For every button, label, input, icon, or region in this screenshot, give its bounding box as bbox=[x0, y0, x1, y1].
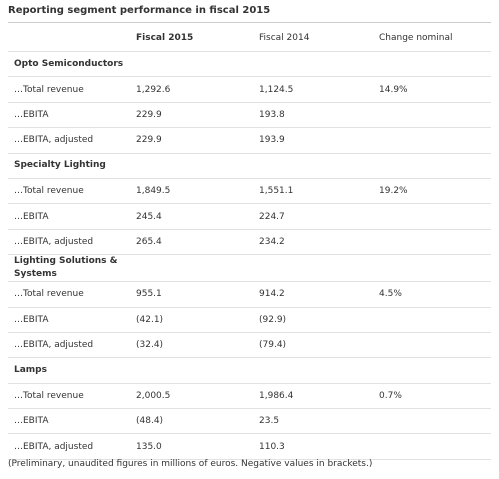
section-row: Opto Semiconductors bbox=[8, 51, 491, 78]
section-row: Specialty Lighting bbox=[8, 153, 491, 179]
data-row: …EBITA, adjusted 229.9 193.9 bbox=[8, 127, 491, 154]
value-cell: 193.9 bbox=[253, 127, 373, 154]
value-cell: 265.4 bbox=[130, 229, 253, 256]
data-row: …Total revenue 1,849.5 1,551.1 19.2% bbox=[8, 178, 491, 205]
empty-cell bbox=[373, 51, 491, 78]
section-row: Lamps bbox=[8, 357, 491, 384]
value-cell: 229.9 bbox=[130, 102, 253, 129]
value-cell: (48.4) bbox=[130, 408, 253, 435]
row-label: …EBITA, adjusted bbox=[8, 127, 130, 154]
header-row: Fiscal 2015 Fiscal 2014 Change nominal bbox=[8, 25, 491, 52]
value-cell: (79.4) bbox=[253, 332, 373, 359]
row-label: …EBITA bbox=[8, 203, 130, 230]
data-row: …EBITA, adjusted 265.4 234.2 bbox=[8, 229, 491, 256]
header-cell: Fiscal 2015 bbox=[130, 25, 253, 52]
value-cell: 135.0 bbox=[130, 433, 253, 460]
value-cell bbox=[373, 127, 491, 154]
section-name: Specialty Lighting bbox=[8, 153, 130, 179]
data-row: …EBITA, adjusted 135.0 110.3 bbox=[8, 433, 491, 460]
section-name: Lighting Solutions & Systems bbox=[8, 254, 130, 283]
empty-cell bbox=[130, 153, 253, 179]
data-row: …EBITA (48.4) 23.5 bbox=[8, 408, 491, 435]
data-row: …EBITA, adjusted (32.4) (79.4) bbox=[8, 332, 491, 359]
value-cell: 229.9 bbox=[130, 127, 253, 154]
value-cell bbox=[373, 203, 491, 230]
row-label: …Total revenue bbox=[8, 178, 130, 205]
header-cell bbox=[8, 25, 130, 52]
value-cell: 1,551.1 bbox=[253, 178, 373, 205]
value-cell: (32.4) bbox=[130, 332, 253, 359]
row-label: …EBITA, adjusted bbox=[8, 332, 130, 359]
footnote: (Preliminary, unaudited figures in milli… bbox=[8, 459, 373, 469]
data-row: …EBITA 229.9 193.8 bbox=[8, 102, 491, 129]
empty-cell bbox=[253, 153, 373, 179]
row-label: …EBITA bbox=[8, 408, 130, 435]
data-row: …EBITA (42.1) (92.9) bbox=[8, 307, 491, 333]
empty-cell bbox=[373, 153, 491, 179]
data-row: …Total revenue 955.1 914.2 4.5% bbox=[8, 281, 491, 308]
row-label: …EBITA bbox=[8, 307, 130, 333]
value-cell bbox=[373, 332, 491, 359]
segment-table: Fiscal 2015 Fiscal 2014 Change nominal Opto… bbox=[8, 25, 491, 460]
data-row: …EBITA 245.4 224.7 bbox=[8, 203, 491, 230]
section-name: Opto Semiconductors bbox=[8, 51, 130, 78]
value-cell: 1,986.4 bbox=[253, 383, 373, 410]
value-cell: 234.2 bbox=[253, 229, 373, 256]
empty-cell bbox=[130, 51, 253, 78]
value-cell bbox=[373, 408, 491, 435]
value-cell: (42.1) bbox=[130, 307, 253, 333]
empty-cell bbox=[373, 357, 491, 384]
value-cell: 245.4 bbox=[130, 203, 253, 230]
value-cell bbox=[373, 102, 491, 129]
section-row: Lighting Solutions & Systems bbox=[8, 254, 491, 283]
value-cell: 1,124.5 bbox=[253, 76, 373, 103]
header-cell: Change nominal bbox=[373, 25, 491, 52]
row-label: …Total revenue bbox=[8, 383, 130, 410]
value-cell: 914.2 bbox=[253, 281, 373, 308]
title: Reporting segment performance in fiscal … bbox=[8, 5, 271, 16]
value-cell: 23.5 bbox=[253, 408, 373, 435]
title-rule bbox=[8, 22, 491, 23]
row-label: …EBITA, adjusted bbox=[8, 229, 130, 256]
row-label: …Total revenue bbox=[8, 281, 130, 308]
value-cell bbox=[373, 433, 491, 460]
empty-cell bbox=[253, 51, 373, 78]
value-cell: 19.2% bbox=[373, 178, 491, 205]
value-cell: 4.5% bbox=[373, 281, 491, 308]
value-cell: 1,292.6 bbox=[130, 76, 253, 103]
empty-cell bbox=[373, 254, 491, 283]
empty-cell bbox=[130, 254, 253, 283]
data-row: …Total revenue 2,000.5 1,986.4 0.7% bbox=[8, 383, 491, 410]
row-label: …EBITA, adjusted bbox=[8, 433, 130, 460]
value-cell: (92.9) bbox=[253, 307, 373, 333]
value-cell bbox=[373, 229, 491, 256]
header-cell: Fiscal 2014 bbox=[253, 25, 373, 52]
value-cell: 110.3 bbox=[253, 433, 373, 460]
value-cell: 193.8 bbox=[253, 102, 373, 129]
value-cell: 955.1 bbox=[130, 281, 253, 308]
value-cell: 2,000.5 bbox=[130, 383, 253, 410]
value-cell: 0.7% bbox=[373, 383, 491, 410]
empty-cell bbox=[253, 357, 373, 384]
value-cell: 14.9% bbox=[373, 76, 491, 103]
row-label: …Total revenue bbox=[8, 76, 130, 103]
empty-cell bbox=[130, 357, 253, 384]
empty-cell bbox=[253, 254, 373, 283]
row-label: …EBITA bbox=[8, 102, 130, 129]
value-cell: 224.7 bbox=[253, 203, 373, 230]
value-cell bbox=[373, 307, 491, 333]
section-name: Lamps bbox=[8, 357, 130, 384]
data-row: …Total revenue 1,292.6 1,124.5 14.9% bbox=[8, 76, 491, 103]
value-cell: 1,849.5 bbox=[130, 178, 253, 205]
